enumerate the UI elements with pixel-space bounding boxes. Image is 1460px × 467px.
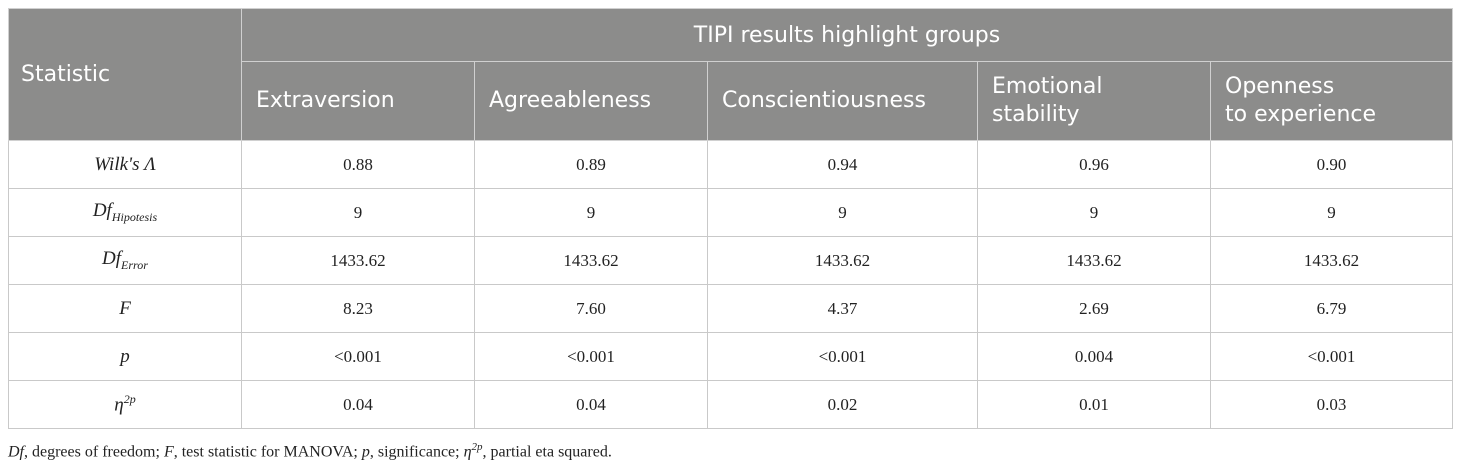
footnote-term: p: [361, 443, 370, 461]
table-cell: 1433.62: [1210, 236, 1453, 285]
col-header-emotional-stability: Emotional stability: [977, 61, 1211, 141]
statistic-header: Statistic: [8, 8, 242, 141]
col-header-line: Emotional: [992, 74, 1103, 99]
footnote-superscript: 2p: [471, 441, 483, 453]
table-cell: 2.69: [977, 284, 1211, 333]
row-label: DfHipotesis: [8, 188, 242, 237]
row-label-text: η: [114, 394, 124, 416]
footnote-text: , test statistic for MANOVA;: [173, 443, 362, 461]
row-label: DfError: [8, 236, 242, 285]
table-cell: 1433.62: [977, 236, 1211, 285]
group-header: TIPI results highlight groups: [241, 8, 1453, 62]
table-cell: 1433.62: [707, 236, 978, 285]
table-cell: 0.01: [977, 380, 1211, 429]
col-header-extraversion: Extraversion: [241, 61, 475, 141]
table-cell: 7.60: [474, 284, 708, 333]
col-header-line: Extraversion: [256, 88, 395, 113]
table-cell: 8.23: [241, 284, 475, 333]
table-cell: 1433.62: [474, 236, 708, 285]
table-cell: 9: [1210, 188, 1453, 237]
table-row: F 8.23 7.60 4.37 2.69 6.79: [8, 284, 1453, 333]
table-cell: 6.79: [1210, 284, 1453, 333]
table-cell: 0.90: [1210, 140, 1453, 189]
table-cell: 0.04: [474, 380, 708, 429]
row-label-superscript: 2p: [123, 392, 136, 407]
table-cell: 9: [977, 188, 1211, 237]
row-label: p: [8, 332, 242, 381]
row-label-text: F: [119, 297, 131, 319]
table-row: p <0.001 <0.001 <0.001 0.004 <0.001: [8, 332, 1453, 381]
table-cell: 4.37: [707, 284, 978, 333]
row-label-text: p: [120, 345, 130, 367]
row-label-text: Wilk's Λ: [94, 153, 156, 175]
table-row: η2p 0.04 0.04 0.02 0.01 0.03: [8, 380, 1453, 429]
col-header-line: Openness: [1225, 74, 1335, 99]
footnote-text: , significance;: [369, 443, 464, 461]
manova-results-table: Statistic TIPI results highlight groups …: [8, 8, 1453, 429]
col-header-line: to experience: [1225, 102, 1377, 127]
row-label-text: Df: [102, 248, 122, 270]
table-row: DfError 1433.62 1433.62 1433.62 1433.62 …: [8, 236, 1453, 285]
table-cell: 0.96: [977, 140, 1211, 189]
footnote-term: η: [463, 443, 472, 461]
footnote-term: Df: [8, 443, 24, 461]
table-cell: 0.89: [474, 140, 708, 189]
col-header-line: stability: [992, 102, 1080, 127]
table-row: Wilk's Λ 0.88 0.89 0.94 0.96 0.90: [8, 140, 1453, 189]
col-header-openness: Openness to experience: [1210, 61, 1453, 141]
table-cell: 0.04: [241, 380, 475, 429]
row-label-text: Df: [92, 200, 112, 222]
row-label: F: [8, 284, 242, 333]
table-cell: <0.001: [241, 332, 475, 381]
table-cell: 9: [707, 188, 978, 237]
table-cell: 0.004: [977, 332, 1211, 381]
table-row: DfHipotesis 9 9 9 9 9: [8, 188, 1453, 237]
footnote-term: F: [163, 443, 174, 461]
col-header-line: Conscientiousness: [722, 88, 926, 113]
table-cell: 0.94: [707, 140, 978, 189]
table-cell: <0.001: [707, 332, 978, 381]
footnote-text: , partial eta squared.: [482, 443, 612, 461]
table-cell: 9: [474, 188, 708, 237]
table-cell: 9: [241, 188, 475, 237]
table-cell: <0.001: [474, 332, 708, 381]
col-header-conscientiousness: Conscientiousness: [707, 61, 978, 141]
table-footnote: Df, degrees of freedom; F, test statisti…: [8, 441, 612, 461]
table-cell: 0.02: [707, 380, 978, 429]
results-table-container: Statistic TIPI results highlight groups …: [8, 8, 1453, 429]
col-header-line: Agreeableness: [489, 88, 652, 113]
row-label: Wilk's Λ: [8, 140, 242, 189]
table-cell: 1433.62: [241, 236, 475, 285]
col-header-agreeableness: Agreeableness: [474, 61, 708, 141]
table-cell: 0.88: [241, 140, 475, 189]
row-label: η2p: [8, 380, 242, 429]
table-cell: <0.001: [1210, 332, 1453, 381]
footnote-text: , degrees of freedom;: [24, 443, 164, 461]
table-cell: 0.03: [1210, 380, 1453, 429]
row-label-subscript: Error: [121, 257, 148, 272]
row-label-subscript: Hipotesis: [111, 209, 158, 224]
